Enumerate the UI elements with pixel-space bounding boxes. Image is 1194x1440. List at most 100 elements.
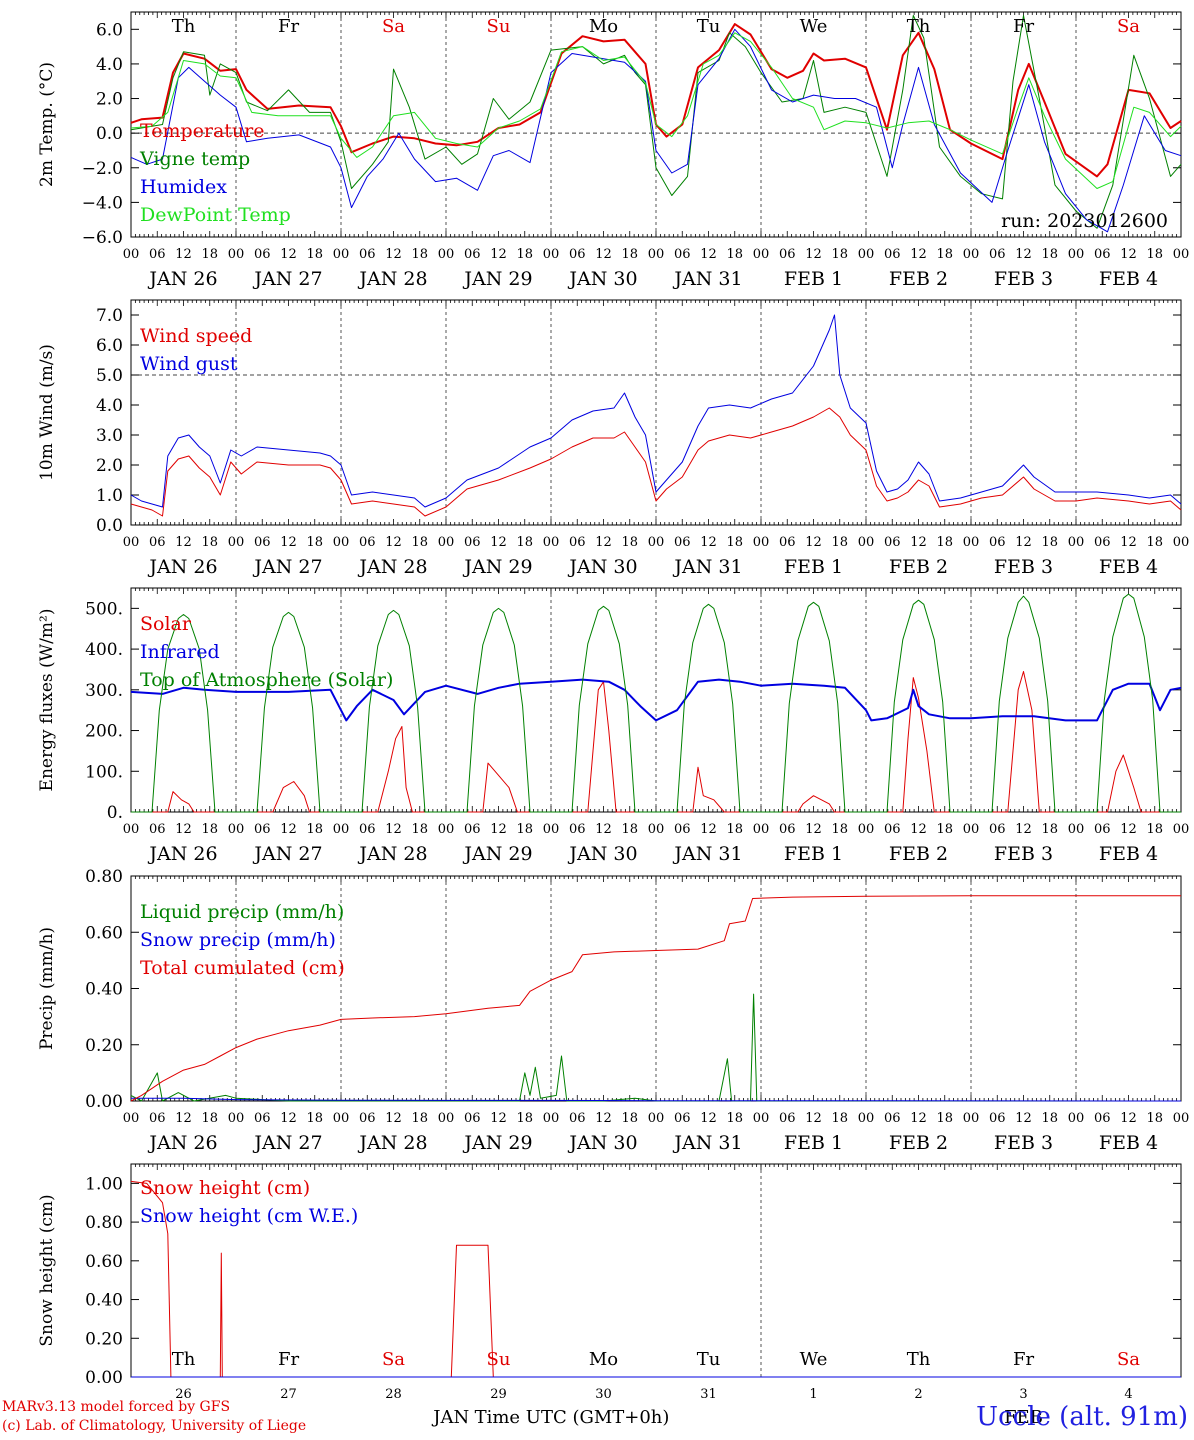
hour-label: 00	[753, 247, 770, 262]
month-label: JAN	[431, 1407, 469, 1428]
date-label: FEB 1	[784, 1132, 843, 1154]
hour-label: 12	[700, 247, 717, 262]
y-tick-label: 1.00	[85, 1174, 123, 1194]
hour-label: 18	[1041, 247, 1058, 262]
hour-label: 18	[1146, 247, 1163, 262]
hour-label: 00	[438, 1111, 455, 1126]
y-axis-label: 10m Wind (m/s)	[37, 344, 57, 481]
hour-label: 00	[753, 535, 770, 550]
hour-label: 00	[228, 822, 245, 837]
hour-label: 06	[569, 535, 586, 550]
weekday-label: Su	[487, 16, 511, 37]
hour-label: 06	[674, 822, 691, 837]
date-label: FEB 3	[994, 268, 1053, 290]
weekday-label: Sa	[382, 16, 405, 37]
hour-label: 18	[726, 822, 743, 837]
hour-label: 00	[858, 535, 875, 550]
date-label: JAN 26	[147, 556, 217, 578]
hour-label: 00	[753, 822, 770, 837]
hour-label: 12	[595, 535, 612, 550]
hour-label: 00	[1068, 822, 1085, 837]
date-label: JAN 31	[672, 556, 742, 578]
day-number-label: 26	[175, 1387, 192, 1402]
y-tick-label: 500.	[85, 599, 123, 619]
hour-label: 06	[464, 1111, 481, 1126]
series-dewpoint-temp	[130, 32, 1182, 189]
hour-label: 12	[910, 1111, 927, 1126]
y-axis-label: Energy fluxes (W/m²)	[37, 609, 57, 792]
credit-line-1: MARv3.13 model forced by GFS	[2, 1399, 231, 1415]
hour-label: 12	[700, 822, 717, 837]
hour-label: 06	[779, 535, 796, 550]
hour-label: 00	[963, 1111, 980, 1126]
hour-label: 18	[831, 535, 848, 550]
day-number-label: 27	[280, 1387, 297, 1402]
hour-label: 18	[936, 1111, 953, 1126]
y-tick-label: 7.0	[96, 306, 123, 326]
hour-label: 12	[490, 247, 507, 262]
hour-label: 18	[411, 822, 428, 837]
hour-label: 06	[989, 247, 1006, 262]
y-axis-label: 2m Temp. (°C)	[37, 62, 57, 187]
hour-label: 18	[516, 247, 533, 262]
hour-label: 18	[516, 1111, 533, 1126]
hour-label: 18	[621, 1111, 638, 1126]
hour-label: 00	[438, 822, 455, 837]
y-tick-label: 0.80	[85, 1213, 123, 1233]
hour-label: 18	[726, 535, 743, 550]
hour-label: 06	[464, 535, 481, 550]
day-number-label: 29	[490, 1387, 507, 1402]
hour-label: 12	[1120, 1111, 1137, 1126]
date-label: JAN 28	[357, 1132, 427, 1154]
hour-label: 12	[1015, 822, 1032, 837]
y-tick-label: 6.0	[96, 336, 123, 356]
hour-label: 06	[254, 535, 271, 550]
hour-label: 18	[726, 1111, 743, 1126]
y-tick-label: 0.00	[85, 1092, 123, 1112]
hour-label: 06	[569, 1111, 586, 1126]
date-label: JAN 29	[462, 843, 532, 865]
hour-label: 00	[963, 247, 980, 262]
hour-label: 18	[411, 1111, 428, 1126]
y-tick-label: 5.0	[96, 366, 123, 386]
hour-label: 06	[674, 535, 691, 550]
date-label: JAN 30	[567, 268, 637, 290]
date-label: JAN 29	[462, 556, 532, 578]
hour-label: 06	[149, 247, 166, 262]
hour-label: 06	[359, 1111, 376, 1126]
hour-label: 06	[569, 822, 586, 837]
hour-label: 00	[648, 1111, 665, 1126]
y-tick-label: 0.40	[85, 980, 123, 1000]
hour-label: 00	[1068, 535, 1085, 550]
hour-label: 00	[1068, 247, 1085, 262]
hour-label: 06	[674, 247, 691, 262]
date-label: JAN 31	[672, 843, 742, 865]
y-tick-label: 2.0	[96, 90, 123, 110]
hour-label: 00	[543, 535, 560, 550]
legend-entry: Total cumulated (cm)	[140, 957, 345, 979]
hour-label: 18	[306, 1111, 323, 1126]
hour-label: 12	[385, 1111, 402, 1126]
legend-entry: Vigne temp	[139, 148, 250, 170]
hour-label: 06	[884, 822, 901, 837]
hour-label: 12	[385, 822, 402, 837]
y-tick-label: 0.0	[96, 516, 123, 536]
hour-label: 06	[569, 247, 586, 262]
hour-label: 18	[516, 535, 533, 550]
hour-label: 00	[333, 535, 350, 550]
date-label: JAN 26	[147, 268, 217, 290]
date-label: JAN 30	[567, 556, 637, 578]
date-label: JAN 27	[252, 556, 322, 578]
hour-label: 12	[805, 247, 822, 262]
weekday-label: Th	[907, 1349, 931, 1370]
legend-entry: Top of Atmosphere (Solar)	[140, 669, 393, 691]
hour-label: 00	[123, 247, 140, 262]
weekday-label: We	[800, 16, 828, 37]
date-label: FEB 1	[784, 843, 843, 865]
date-label: FEB 2	[889, 268, 948, 290]
hour-label: 12	[280, 535, 297, 550]
x-axis-title: Time UTC (GMT+0h)	[475, 1407, 670, 1428]
date-label: JAN 30	[567, 1132, 637, 1154]
legend-entry: Temperature	[140, 120, 264, 142]
hour-label: 00	[123, 535, 140, 550]
